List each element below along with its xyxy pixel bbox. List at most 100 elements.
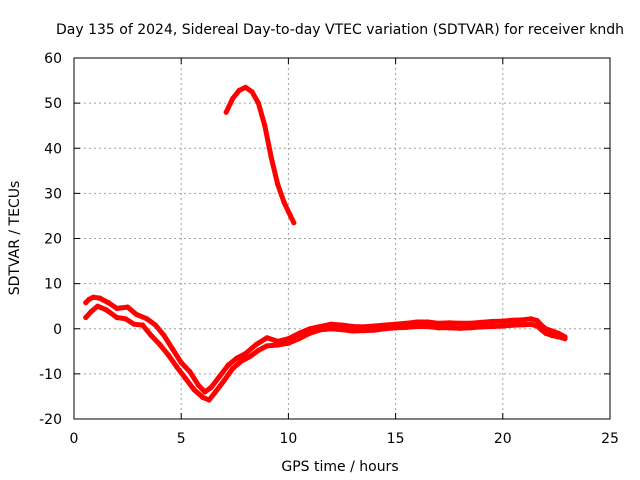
data-point — [478, 324, 484, 330]
data-point — [262, 123, 268, 129]
x-tick-label: 10 — [279, 431, 297, 447]
data-point — [446, 320, 452, 326]
data-point — [174, 364, 180, 370]
data-point — [255, 347, 261, 353]
data-point — [371, 327, 377, 333]
data-point — [182, 375, 189, 381]
data-point — [230, 96, 236, 102]
data-point — [562, 336, 568, 342]
y-tick-label: 10 — [44, 277, 62, 293]
data-point — [521, 322, 527, 328]
data-point — [105, 300, 111, 306]
data-point — [534, 318, 540, 324]
data-point — [86, 296, 92, 302]
data-point — [446, 325, 452, 331]
data-point — [510, 317, 517, 323]
data-point — [83, 300, 89, 306]
data-point — [403, 320, 409, 326]
x-axis-label: GPS time / hours — [281, 459, 398, 475]
data-point — [206, 397, 212, 403]
data-point — [264, 335, 270, 341]
data-point — [187, 369, 193, 375]
data-point — [307, 330, 313, 336]
data-point — [255, 100, 261, 106]
data-point — [457, 325, 463, 331]
data-point — [296, 330, 302, 336]
data-point — [489, 323, 495, 330]
data-point — [217, 373, 223, 379]
data-point — [195, 382, 201, 388]
data-point — [268, 154, 274, 160]
data-point — [238, 358, 244, 364]
x-tick-label: 20 — [494, 431, 512, 447]
data-point — [328, 321, 334, 327]
chart-title: Day 135 of 2024, Sidereal Day-to-day VTE… — [56, 22, 624, 38]
y-tick-label: 20 — [44, 232, 62, 248]
data-point — [403, 324, 409, 330]
data-point — [281, 199, 287, 205]
data-point — [202, 389, 208, 395]
data-point — [221, 378, 227, 384]
data-point — [468, 325, 474, 331]
y-tick-label: 0 — [53, 322, 62, 338]
data-point — [549, 332, 555, 339]
x-tick-label: 25 — [601, 431, 619, 447]
data-point — [360, 328, 366, 334]
data-point — [457, 320, 463, 326]
data-point — [414, 323, 420, 330]
axis-ticks — [73, 57, 611, 420]
data-point — [500, 323, 506, 329]
data-point — [234, 355, 240, 361]
data-point — [236, 87, 242, 94]
y-tick-label: -20 — [39, 412, 62, 428]
data-point — [144, 316, 150, 322]
y-tick-label: -10 — [39, 367, 62, 383]
data-point — [287, 213, 294, 219]
y-tick-label: 60 — [44, 51, 62, 67]
data-point — [521, 317, 527, 323]
data-point — [95, 303, 101, 309]
data-point — [83, 314, 89, 321]
data-point — [534, 323, 540, 329]
y-axis-label: SDTVAR / TECUs — [7, 181, 23, 296]
data-point — [88, 309, 94, 315]
x-tick-label: 0 — [70, 431, 79, 447]
data-point — [114, 305, 120, 311]
data-point — [478, 319, 484, 325]
data-point — [264, 343, 270, 349]
data-point — [161, 332, 167, 339]
data-point — [242, 84, 249, 90]
data-point — [543, 330, 549, 336]
data-point — [528, 316, 534, 322]
data-point — [393, 325, 399, 331]
data-point — [133, 311, 139, 317]
data-point — [230, 365, 236, 372]
y-tick-label: 40 — [44, 141, 62, 157]
data-point — [339, 322, 345, 328]
data-point — [275, 342, 281, 348]
data-point — [152, 322, 159, 328]
y-tick-label: 50 — [44, 96, 62, 112]
data-point — [414, 319, 420, 325]
data-point — [296, 336, 302, 342]
data-point — [225, 362, 231, 368]
data-point — [140, 322, 146, 328]
data-point — [114, 314, 120, 321]
data-point — [157, 341, 163, 348]
x-tick-label: 5 — [177, 431, 186, 447]
data-point — [253, 341, 259, 348]
data-traces — [83, 84, 568, 403]
data-point — [350, 323, 356, 330]
data-point — [148, 332, 154, 339]
data-point — [208, 384, 214, 390]
data-point — [122, 316, 129, 322]
data-point — [371, 323, 377, 329]
data-point — [307, 326, 313, 332]
data-point — [242, 351, 249, 357]
data-point — [510, 322, 517, 328]
data-point — [249, 89, 255, 95]
data-point — [285, 340, 291, 346]
data-point — [131, 321, 137, 327]
data-point — [500, 318, 506, 324]
